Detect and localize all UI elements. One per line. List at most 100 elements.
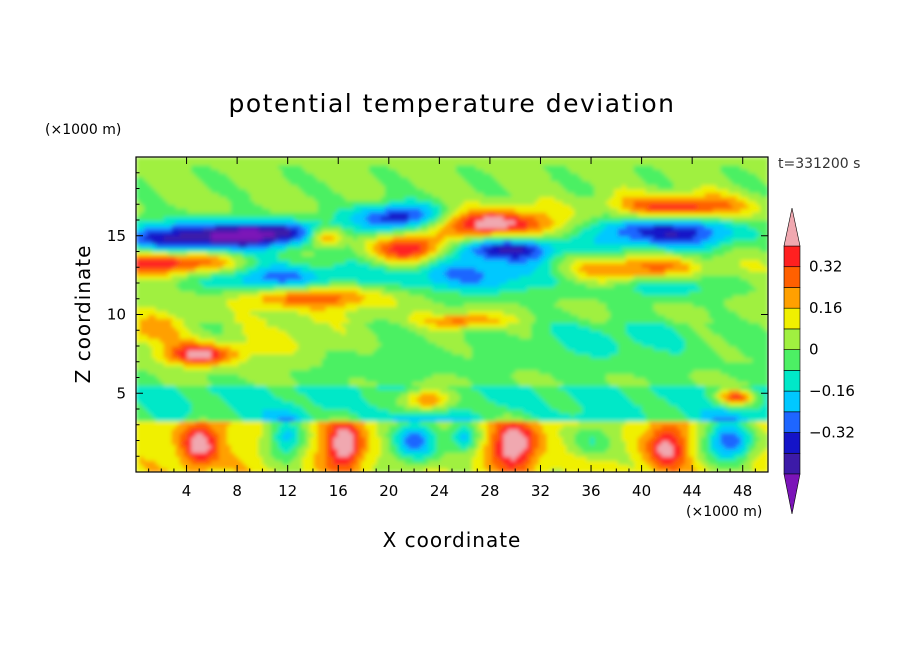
field-cell [412,409,418,414]
field-cell [211,444,216,449]
field-cell [653,405,658,410]
field-cell [408,393,414,398]
field-cell [542,424,548,430]
field-cell [558,468,564,472]
field-cell [424,385,429,390]
field-cell [732,381,737,386]
field-cell [558,424,564,430]
field-cell [380,420,386,426]
field-cell [467,369,473,375]
field-cell [448,397,453,402]
field-cell [380,436,386,442]
field-cell [400,424,406,430]
field-cell [645,428,651,434]
field-cell [562,401,568,406]
field-cell [290,460,295,465]
field-cell [613,405,619,410]
field-cell [187,385,192,390]
field-cell [708,397,714,402]
field-cell [333,456,339,461]
field-cell [215,420,220,426]
field-cell [400,416,406,422]
field-cell [432,349,437,355]
field-cell [428,460,433,465]
field-cell [151,373,157,379]
field-cell [613,393,619,398]
field-cell [531,412,536,418]
field-cell [195,405,200,410]
field-cell [641,448,647,453]
field-cell [558,357,564,363]
field-cell [538,460,544,465]
field-cell [262,444,267,449]
field-cell [448,416,453,422]
field-cell [633,464,639,469]
field-cell [424,428,429,434]
field-cell [380,373,386,379]
field-cell [523,460,528,465]
field-cell [550,381,556,386]
field-cell [527,373,532,379]
field-cell [463,393,469,398]
field-cell [183,452,188,457]
field-cell [159,420,165,426]
field-cell [187,365,192,371]
field-cell [424,432,429,438]
field-cell [578,448,583,453]
field-cell [183,393,188,398]
field-cell [258,432,263,438]
field-cell [218,385,224,390]
field-cell [479,456,485,461]
field-cell [740,377,745,383]
field-cell [617,373,623,379]
field-cell [582,405,587,410]
field-cell [637,456,643,461]
field-cell [357,393,362,398]
field-cell [669,361,674,367]
field-cell [554,365,560,371]
field-cell [736,452,741,457]
field-cell [562,436,568,442]
field-cell [290,468,295,472]
field-cell [744,373,749,379]
field-cell [282,405,287,410]
field-cell [613,436,619,442]
field-cell [534,401,540,406]
field-cell [475,381,481,386]
field-cell [740,440,745,446]
field-cell [408,405,414,410]
field-cell [309,468,315,472]
field-cell [333,424,339,430]
field-cell [487,448,493,453]
field-cell [278,401,283,406]
field-cell [463,432,469,438]
field-cell [712,361,718,367]
field-cell [404,349,410,355]
field-cell [195,377,200,383]
field-cell [621,424,627,430]
field-cell [222,452,228,457]
field-cell [613,420,619,426]
field-cell [455,393,461,398]
field-cell [171,346,177,351]
field-cell [590,385,595,390]
field-cell [487,440,493,446]
field-cell [471,460,477,465]
field-cell [570,365,576,371]
field-cell [523,452,528,457]
field-cell [673,377,678,383]
field-cell [633,385,639,390]
field-cell [586,397,591,402]
field-cell [562,393,568,398]
field-cell [254,420,260,426]
field-cell [357,412,362,418]
field-cell [669,365,674,371]
field-cell [673,464,678,469]
field-cell [515,460,520,465]
field-cell [167,353,173,359]
field-cell [704,361,710,367]
field-cell [606,385,611,390]
field-cell [610,369,615,375]
field-cell [412,401,418,406]
field-cell [376,420,382,426]
